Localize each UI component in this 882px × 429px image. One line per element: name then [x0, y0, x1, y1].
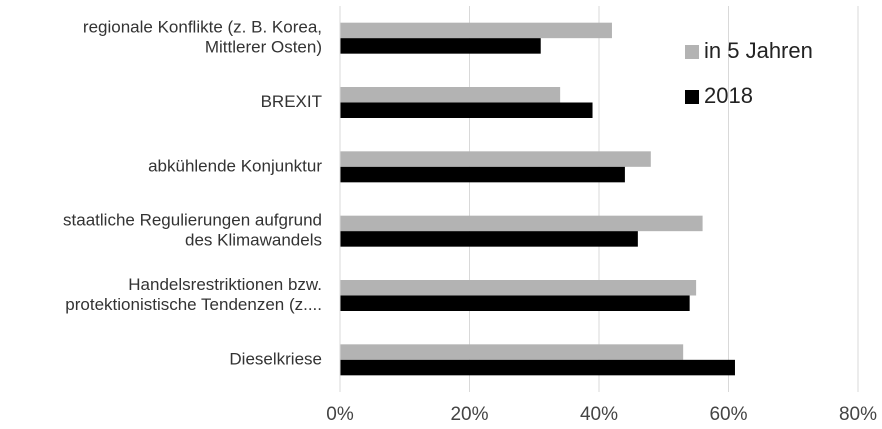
bar — [340, 102, 593, 118]
legend-swatch — [685, 45, 699, 59]
bar — [340, 231, 638, 247]
legend-swatch — [685, 90, 699, 104]
y-tick-label: staatliche Regulierungen aufgrund — [63, 211, 322, 230]
x-tick-label: 40% — [580, 404, 618, 425]
legend-label: in 5 Jahren — [704, 38, 813, 63]
bar — [340, 151, 651, 167]
y-tick-label: Dieselkriese — [229, 349, 322, 368]
bar — [340, 344, 684, 360]
bar — [340, 38, 541, 54]
x-tick-label: 20% — [450, 404, 488, 425]
y-tick-label: regionale Konflikte (z. B. Korea, — [83, 18, 322, 37]
y-tick-label: Mittlerer Osten) — [205, 38, 322, 57]
y-tick-label: BREXIT — [261, 92, 322, 111]
y-tick-label: abkühlende Konjunktur — [148, 156, 322, 175]
bar — [340, 295, 690, 311]
bar — [340, 22, 612, 39]
bar — [340, 359, 735, 376]
x-tick-label: 0% — [326, 404, 354, 425]
bar — [340, 215, 703, 232]
legend-label: 2018 — [704, 83, 753, 108]
y-tick-label: protektionistische Tendenzen (z.... — [65, 295, 322, 314]
y-tick-label: des Klimawandels — [185, 231, 322, 250]
bar — [340, 166, 625, 183]
x-tick-label: 60% — [709, 404, 747, 425]
bar — [340, 280, 697, 296]
y-tick-label: Handelsrestriktionen bzw. — [128, 275, 322, 294]
bar — [340, 87, 561, 103]
x-tick-label: 80% — [839, 404, 877, 425]
